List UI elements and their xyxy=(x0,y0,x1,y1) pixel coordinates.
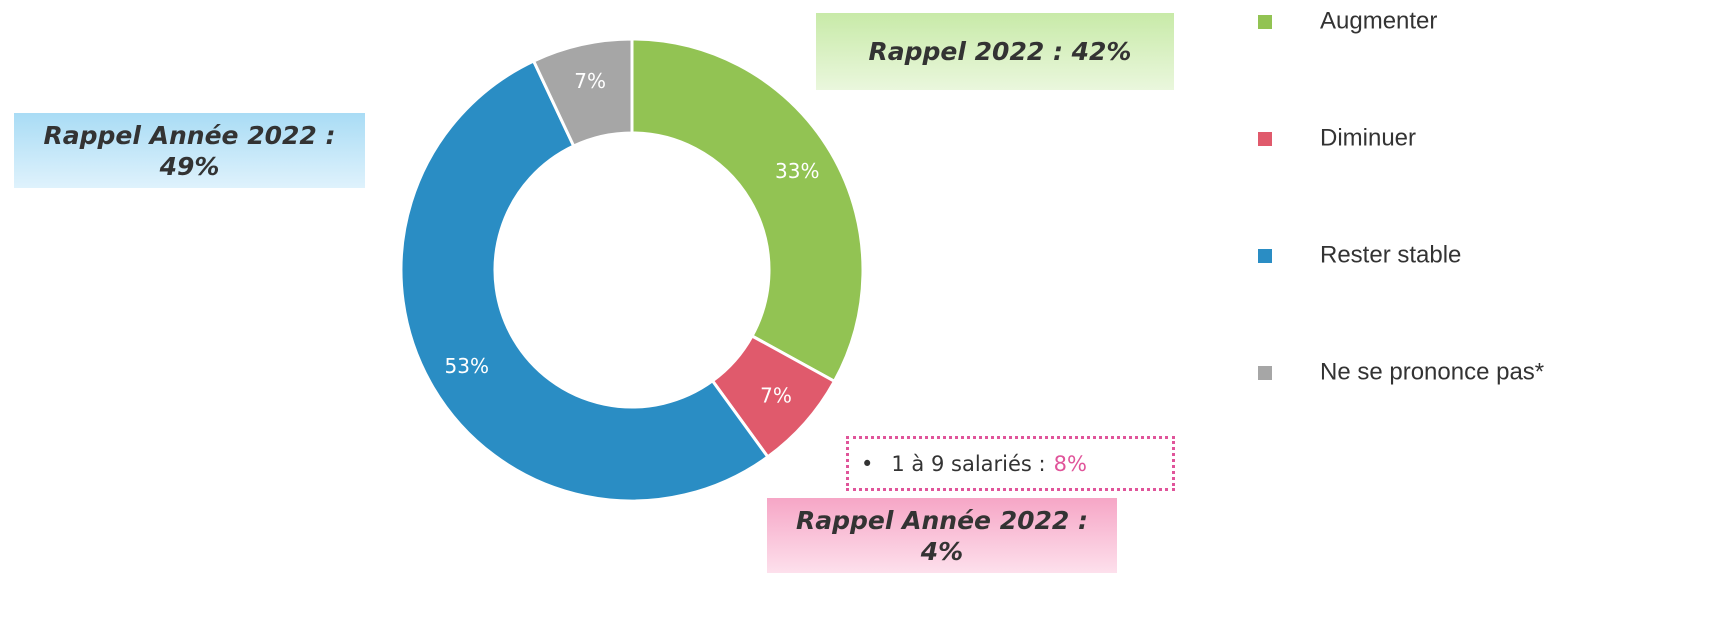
bullet: • xyxy=(861,451,874,476)
legend-label: Diminuer xyxy=(1320,124,1416,151)
legend-label: Ne se prononce pas* xyxy=(1320,358,1544,385)
donut-slice xyxy=(531,37,634,149)
annotation: Rappel Année 2022 : 49% xyxy=(14,113,365,188)
legend-swatch xyxy=(1258,132,1272,146)
annotation: Rappel Année 2022 : 4% xyxy=(767,498,1117,573)
slice-label: 7% xyxy=(760,383,792,407)
donut-slice xyxy=(630,37,865,384)
slice-label: 7% xyxy=(574,69,606,93)
donut-slice xyxy=(399,58,770,503)
annotation: Rappel 2022 : 42% xyxy=(816,13,1174,90)
legend-swatch xyxy=(1258,15,1272,29)
legend-swatch xyxy=(1258,366,1272,380)
segment-note: • 1 à 9 salariés : 8% xyxy=(846,436,1175,491)
slice-label: 53% xyxy=(445,354,489,378)
legend-label: Rester stable xyxy=(1320,241,1461,268)
legend-label: Augmenter xyxy=(1320,7,1437,34)
legend-swatch xyxy=(1258,249,1272,263)
note-value: 8% xyxy=(1053,451,1087,476)
slice-label: 33% xyxy=(775,159,819,183)
note-label: 1 à 9 salariés : xyxy=(891,451,1046,476)
